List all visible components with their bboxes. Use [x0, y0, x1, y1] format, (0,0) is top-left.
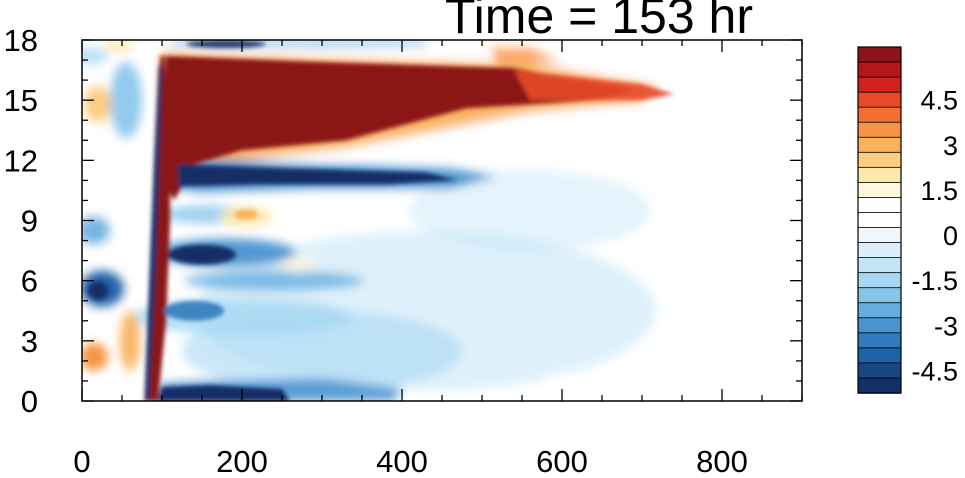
- colorbar-swatch: [857, 242, 902, 259]
- colorbar-label: -1.5: [911, 266, 958, 296]
- colorbar-label: 1.5: [920, 176, 958, 206]
- colorbar-swatch: [857, 272, 902, 289]
- colorbar: 4.5 3 1.5 0 -1.5 -3 -4.5: [857, 46, 958, 394]
- light-negative-region: [410, 170, 650, 251]
- colorbar-swatch: [857, 362, 902, 379]
- negative-band-6: [184, 270, 364, 291]
- left-positive-top: [102, 40, 134, 53]
- colorbar-label: -3: [934, 311, 958, 341]
- chart-title: Time = 153 hr: [445, 0, 754, 44]
- colorbar-swatch: [857, 151, 902, 169]
- colorbar-swatch: [857, 181, 902, 199]
- x-tick-label: 400: [376, 444, 428, 473]
- left-positive-2: [82, 342, 108, 371]
- y-tick-label: 18: [4, 23, 38, 58]
- colorbar-swatch: [857, 212, 902, 229]
- y-tick-label: 3: [21, 324, 38, 359]
- positive-tip-high: [490, 48, 562, 67]
- colorbar-swatch: [857, 302, 902, 319]
- positive-band-tail: [514, 70, 674, 101]
- leading-edge-negative: [144, 64, 162, 401]
- positive-cell-9-core: [234, 209, 258, 220]
- top-negative-core: [186, 40, 266, 49]
- colorbar-swatch: [857, 106, 902, 123]
- colorbar-swatch: [857, 287, 902, 304]
- colorbar-label: -4.5: [911, 356, 958, 386]
- x-axis: 0 200 400 600 800: [73, 40, 803, 478]
- colorbar-swatch: [857, 332, 902, 349]
- positive-cell-7: [280, 256, 316, 273]
- x-tick-label: 800: [696, 444, 748, 473]
- negative-band-4-core: [164, 300, 224, 321]
- y-tick-label: 6: [21, 264, 38, 299]
- x-tick-label: 600: [536, 444, 588, 473]
- colorbar-swatch: [857, 347, 902, 364]
- positive-cell-0: [544, 370, 644, 383]
- left-negative-16: [110, 62, 142, 139]
- colorbar-swatch: [857, 61, 902, 78]
- colorbar-swatch: [857, 257, 902, 274]
- y-tick-label: 12: [4, 143, 38, 178]
- colorbar-swatch: [857, 317, 902, 334]
- left-negative-8: [82, 216, 110, 245]
- positive-band-core: [164, 56, 634, 201]
- field-core: [88, 40, 674, 401]
- colorbar-frame: [857, 46, 902, 394]
- negative-band-7-core: [168, 244, 236, 265]
- x-tick-label: 200: [216, 444, 268, 473]
- colorbar-label: 0: [943, 221, 958, 251]
- y-tick-label: 9: [21, 204, 38, 239]
- colorbar-label: 4.5: [920, 86, 958, 116]
- left-negative-5-core: [88, 281, 108, 300]
- x-tick-label: 0: [73, 444, 90, 473]
- colorbar-swatch: [857, 76, 902, 93]
- colorbar-label: 3: [943, 131, 958, 161]
- colorbar-swatch: [857, 46, 902, 63]
- colorbar-swatch: [857, 121, 902, 138]
- positive-cell-12: [546, 140, 602, 173]
- negative-band-surface-core: [158, 385, 290, 401]
- left-positive-3: [120, 310, 140, 371]
- colorbar-swatch: [857, 377, 902, 394]
- plot-area: [82, 40, 802, 401]
- colorbar-swatch: [857, 166, 902, 184]
- colorbar-swatch: [857, 91, 902, 108]
- colorbar-swatch: [857, 197, 902, 214]
- y-tick-label: 15: [4, 83, 38, 118]
- y-axis: 0 3 6 9 12 15 18: [4, 23, 802, 419]
- negative-band-11-core: [178, 164, 458, 187]
- left-positive-14: [84, 86, 112, 123]
- left-negative-top: [82, 48, 108, 65]
- colorbar-swatch: [857, 227, 902, 244]
- colorbar-swatch: [857, 136, 902, 154]
- y-tick-label: 0: [21, 384, 38, 419]
